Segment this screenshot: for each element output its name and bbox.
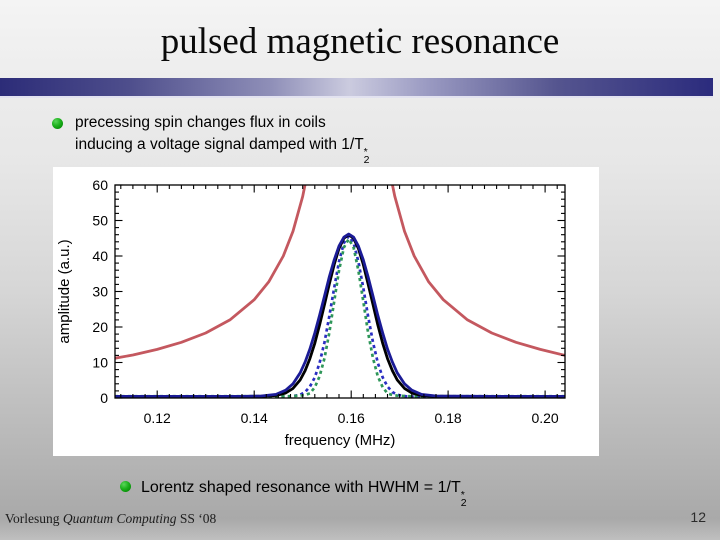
bullet-text: precessing spin changes flux in coils in… <box>75 112 370 166</box>
series-damped-signal-blue <box>115 232 565 398</box>
x-tick-label: 0.16 <box>338 410 365 426</box>
formula-sup: * <box>363 146 368 158</box>
bullet-icon <box>120 481 131 492</box>
y-axis-title: amplitude (a.u.) <box>56 239 73 343</box>
bullet-icon <box>52 118 63 129</box>
bullet-item-precessing-spin: precessing spin changes flux in coils in… <box>52 112 370 166</box>
bullet2-prefix: Lorentz shaped resonance with HWHM = <box>141 479 438 496</box>
x-tick-label: 0.20 <box>531 410 558 426</box>
chart-panel: 0.12 0.14 0.16 0.18 0.20 0 10 20 30 40 50 60 frequen… <box>53 167 599 456</box>
formula-subsup: * 2 <box>460 489 467 509</box>
x-tick-label: 0.14 <box>241 410 268 426</box>
y-tick-label: 30 <box>92 284 108 300</box>
y-tick-label: 60 <box>92 177 108 193</box>
formula-subsup: * 2 <box>363 146 370 166</box>
series-narrow-resonance-dashed-blue <box>115 234 565 398</box>
bullet1-line2-prefix: inducing a voltage signal damped with <box>75 136 342 153</box>
footer-suffix: SS ‘08 <box>176 511 217 526</box>
series-undamped-broad-resonance <box>115 185 565 360</box>
x-tick-label: 0.12 <box>144 410 171 426</box>
y-tick-label: 40 <box>92 248 108 264</box>
bullet-item-lorentz: Lorentz shaped resonance with HWHM = 1/T… <box>120 477 467 509</box>
bullet1-line2: inducing a voltage signal damped with 1/… <box>75 134 370 166</box>
resonance-chart: 0.12 0.14 0.16 0.18 0.20 0 10 20 30 40 50 60 frequen… <box>56 177 566 449</box>
formula-sup: * <box>460 489 465 501</box>
page-number: 12 <box>690 509 706 525</box>
formula-sub: 2 <box>363 154 370 166</box>
formula-sub: 2 <box>460 497 467 509</box>
footer-course-name: Quantum Computing <box>62 511 177 526</box>
title-divider-bar <box>0 78 713 98</box>
formula-base: 1/T <box>341 136 364 153</box>
plot-frame <box>114 184 566 399</box>
footer-prefix: Vorlesung <box>5 511 63 526</box>
bullet1-line1: precessing spin changes flux in coils <box>75 114 326 131</box>
series-lorentz-fit-black <box>115 233 565 398</box>
bullet-text: Lorentz shaped resonance with HWHM = 1/T… <box>141 477 467 509</box>
series-narrow-resonance-dashed-green <box>115 237 565 398</box>
y-tick-label: 20 <box>92 319 108 335</box>
page-title: pulsed magnetic resonance <box>160 21 560 62</box>
x-tick-label: 0.18 <box>434 410 461 426</box>
footer-text: Vorlesung Quantum Computing SS ‘08 <box>5 511 216 527</box>
x-axis-title: frequency (MHz) <box>285 432 396 449</box>
y-tick-label: 50 <box>92 213 108 229</box>
y-tick-label: 0 <box>100 390 108 406</box>
y-tick-label: 10 <box>92 355 108 371</box>
formula-base: 1/T <box>437 479 461 496</box>
